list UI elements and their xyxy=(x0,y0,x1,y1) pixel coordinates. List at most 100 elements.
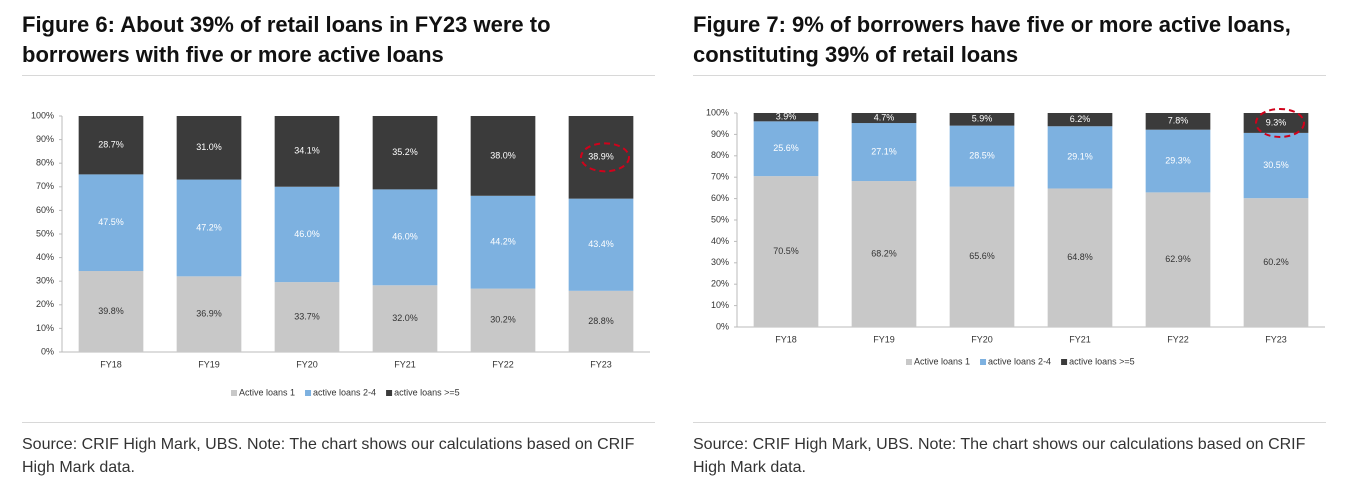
data-label: 30.5% xyxy=(1263,160,1289,170)
divider xyxy=(693,422,1326,423)
y-tick-label: 20% xyxy=(711,279,729,289)
bar-segment xyxy=(1243,113,1309,133)
bar-segment xyxy=(1243,198,1309,327)
x-tick-label: FY19 xyxy=(873,334,895,344)
bar-segment xyxy=(470,116,536,196)
data-label: 39.8% xyxy=(98,306,124,316)
legend-swatch xyxy=(386,390,393,396)
chart: 0% 10% 20% 30% 40% 50% 60% 70% 80% 90% 100% FY18 39.… xyxy=(31,110,650,397)
y-tick-label: 40% xyxy=(36,252,54,262)
panel: Figure 7: 9% of borrowers have five or m… xyxy=(693,0,1326,498)
y-tick-label: 70% xyxy=(36,181,54,191)
data-label: 31.0% xyxy=(196,142,222,152)
legend-swatch xyxy=(906,359,912,365)
y-tick-label: 0% xyxy=(41,346,54,356)
data-label: 34.1% xyxy=(294,146,320,156)
bar-segment xyxy=(851,123,917,182)
data-label: 47.5% xyxy=(98,217,124,227)
bar-segment xyxy=(470,288,536,352)
bar-segment xyxy=(470,195,536,289)
bar-segment xyxy=(372,116,438,190)
legend-swatch xyxy=(305,390,312,396)
legend-swatch xyxy=(980,359,987,365)
x-tick-label: FY21 xyxy=(394,359,416,369)
x-tick-label: FY22 xyxy=(492,359,514,369)
bar-segment xyxy=(176,116,242,180)
data-label: 30.2% xyxy=(490,315,516,325)
bar-segment xyxy=(274,282,340,352)
data-label: 46.0% xyxy=(392,232,418,242)
y-tick-label: 50% xyxy=(711,214,729,224)
y-tick-label: 80% xyxy=(36,158,54,168)
legend-label: active loans 2-4 xyxy=(313,387,376,397)
y-tick-label: 70% xyxy=(711,172,729,182)
bar-segment xyxy=(78,174,144,272)
data-label: 28.8% xyxy=(588,316,614,326)
legend-swatch xyxy=(1061,359,1068,365)
bar-segment xyxy=(949,113,1015,126)
highlight-ring xyxy=(1255,107,1305,138)
bar-segment xyxy=(372,189,438,286)
data-label: 33.7% xyxy=(294,311,320,321)
x-tick-label: FY23 xyxy=(590,359,612,369)
y-tick-label: 50% xyxy=(36,228,54,238)
legend-label: active loans >=5 xyxy=(1069,356,1135,366)
bar-segment xyxy=(372,285,438,352)
y-tick-label: 60% xyxy=(711,193,729,203)
bar-segment xyxy=(1145,129,1211,193)
data-label: 4.7% xyxy=(874,112,895,122)
data-label: 7.8% xyxy=(1168,116,1189,126)
bar-segment xyxy=(568,116,634,199)
data-label: 27.1% xyxy=(871,146,897,156)
y-tick-label: 100% xyxy=(31,110,54,120)
data-label: 5.9% xyxy=(972,114,993,124)
y-tick-label: 90% xyxy=(711,129,729,139)
bar-segment xyxy=(1243,132,1309,199)
bar-segment xyxy=(1047,113,1113,127)
x-tick-label: FY18 xyxy=(100,359,122,369)
data-label: 35.2% xyxy=(392,147,418,157)
data-label: 62.9% xyxy=(1165,254,1191,264)
divider xyxy=(22,422,655,423)
bar-segment xyxy=(1047,126,1113,189)
chart-title: Figure 7: 9% of borrowers have five or m… xyxy=(693,12,1291,67)
bar-segment xyxy=(753,121,819,177)
y-tick-label: 30% xyxy=(36,276,54,286)
y-tick-label: 0% xyxy=(716,321,729,331)
data-label: 70.5% xyxy=(773,246,799,256)
y-tick-label: 10% xyxy=(36,323,54,333)
bar-segment xyxy=(78,271,144,352)
bar-segment xyxy=(176,179,242,277)
bar-segment xyxy=(1145,113,1211,130)
bar-segment xyxy=(78,116,144,175)
divider xyxy=(22,75,655,76)
legend-label: active loans 2-4 xyxy=(988,356,1051,366)
legend-label: Active loans 1 xyxy=(239,387,295,397)
x-tick-label: FY20 xyxy=(971,334,993,344)
data-label: 36.9% xyxy=(196,309,222,319)
chart: 0% 10% 20% 30% 40% 50% 60% 70% 80% 90% 100% FY18 70.… xyxy=(706,107,1325,366)
data-label: 38.9% xyxy=(588,152,614,162)
data-label: 46.0% xyxy=(294,229,320,239)
data-label: 68.2% xyxy=(871,248,897,258)
y-tick-label: 30% xyxy=(711,257,729,267)
source-note: Source: CRIF High Mark, UBS. Note: The c… xyxy=(693,436,1306,476)
data-label: 43.4% xyxy=(588,239,614,249)
y-tick-label: 100% xyxy=(706,107,729,117)
data-label: 60.2% xyxy=(1263,257,1289,267)
bar-segment xyxy=(851,181,917,327)
legend-swatch xyxy=(231,390,237,396)
bar-segment xyxy=(176,276,242,352)
data-label: 38.0% xyxy=(490,150,516,160)
legend-label: active loans >=5 xyxy=(394,387,460,397)
data-label: 9.3% xyxy=(1266,117,1287,127)
bar-segment xyxy=(1047,188,1113,327)
y-tick-label: 90% xyxy=(36,134,54,144)
bar-segment xyxy=(753,113,819,122)
data-label: 29.1% xyxy=(1067,152,1093,162)
y-tick-label: 40% xyxy=(711,236,729,246)
bar-segment xyxy=(1145,192,1211,327)
data-label: 3.9% xyxy=(776,112,797,122)
bar-segment xyxy=(851,113,917,124)
